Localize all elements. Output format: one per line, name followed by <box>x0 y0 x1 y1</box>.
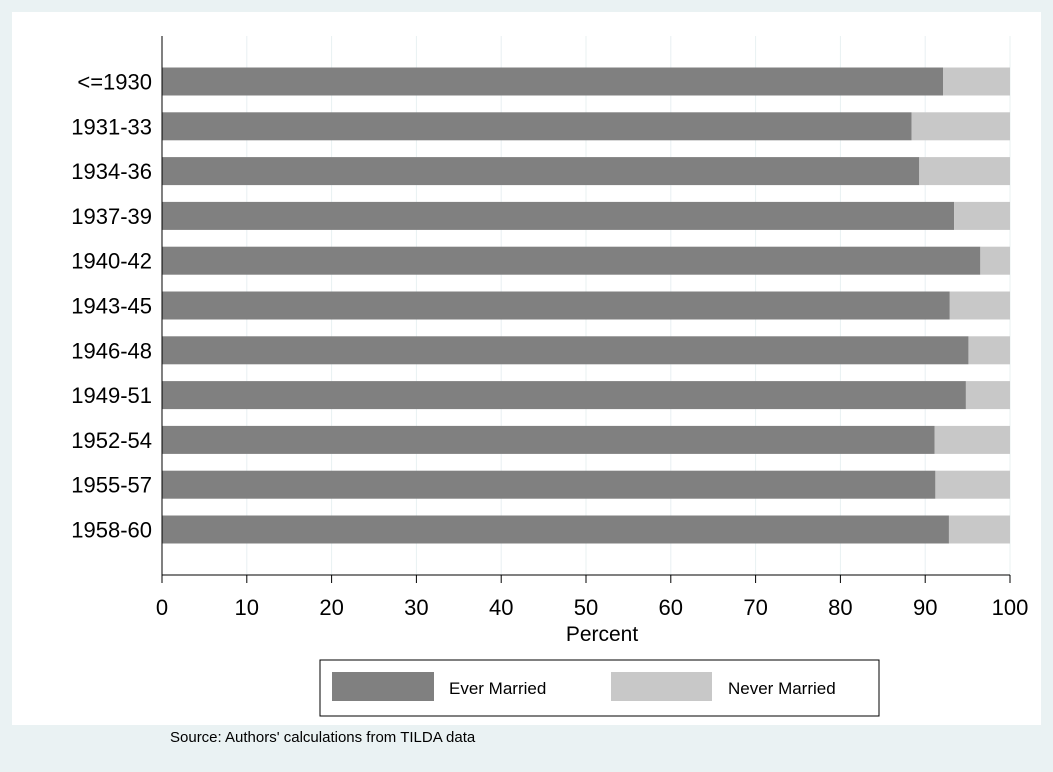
y-tick-label: 1952-54 <box>71 428 152 453</box>
y-tick-label: 1946-48 <box>71 338 152 363</box>
bar-ever-married-5 <box>162 291 950 320</box>
bar-never-married-3 <box>954 201 1010 230</box>
bars <box>162 67 1010 544</box>
legend-label-ever-married: Ever Married <box>449 679 546 698</box>
bar-ever-married-6 <box>162 336 969 365</box>
y-tick-label: 1934-36 <box>71 159 152 184</box>
bar-never-married-2 <box>919 157 1010 186</box>
bar-never-married-5 <box>949 291 1010 320</box>
x-tick-label: 80 <box>828 595 852 620</box>
x-tick-label: 30 <box>404 595 428 620</box>
bar-ever-married-1 <box>162 112 912 141</box>
bar-never-married-8 <box>934 425 1010 454</box>
bar-never-married-9 <box>935 470 1010 499</box>
bar-ever-married-7 <box>162 381 966 410</box>
x-tick-label: 10 <box>235 595 259 620</box>
y-tick-label: 1940-42 <box>71 249 152 274</box>
bar-ever-married-2 <box>162 157 920 186</box>
labels: <=1930 1931-33 1934-36 1937-39 1940-42 1943-4… <box>71 70 1028 621</box>
bar-never-married-7 <box>965 381 1010 410</box>
legend-label-never-married: Never Married <box>728 679 836 698</box>
x-tick-label: 40 <box>489 595 513 620</box>
x-tick-label: 70 <box>743 595 767 620</box>
y-tick-label: 1943-45 <box>71 294 152 319</box>
legend-swatch-ever-married <box>332 672 434 701</box>
bar-ever-married-3 <box>162 201 955 230</box>
x-tick-label: 90 <box>913 595 937 620</box>
x-axis-title: Percent <box>566 623 639 646</box>
bar-ever-married-0 <box>162 67 944 96</box>
bar-never-married-0 <box>943 67 1010 96</box>
x-tick-label: 100 <box>992 595 1029 620</box>
x-tick-label: 60 <box>659 595 683 620</box>
bar-ever-married-8 <box>162 425 935 454</box>
x-tick-label: 50 <box>574 595 598 620</box>
y-tick-label: 1955-57 <box>71 473 152 498</box>
bar-never-married-6 <box>968 336 1010 365</box>
y-tick-label: <=1930 <box>77 70 152 95</box>
y-tick-label: 1958-60 <box>71 518 152 543</box>
bar-never-married-4 <box>980 246 1010 275</box>
legend: Ever Married Never Married <box>319 659 880 717</box>
bar-never-married-1 <box>911 112 1010 141</box>
bar-ever-married-9 <box>162 470 936 499</box>
axes <box>161 36 1011 583</box>
legend-swatch-never-married <box>611 672 712 701</box>
bar-ever-married-10 <box>162 515 949 544</box>
bar-ever-married-4 <box>162 246 981 275</box>
x-tick-label: 0 <box>156 595 168 620</box>
x-tick-label: 20 <box>319 595 343 620</box>
source-note: Source: Authors' calculations from TILDA… <box>170 729 476 746</box>
y-tick-label: 1949-51 <box>71 383 152 408</box>
y-tick-label: 1937-39 <box>71 204 152 229</box>
bar-never-married-10 <box>948 515 1010 544</box>
y-tick-label: 1931-33 <box>71 114 152 139</box>
